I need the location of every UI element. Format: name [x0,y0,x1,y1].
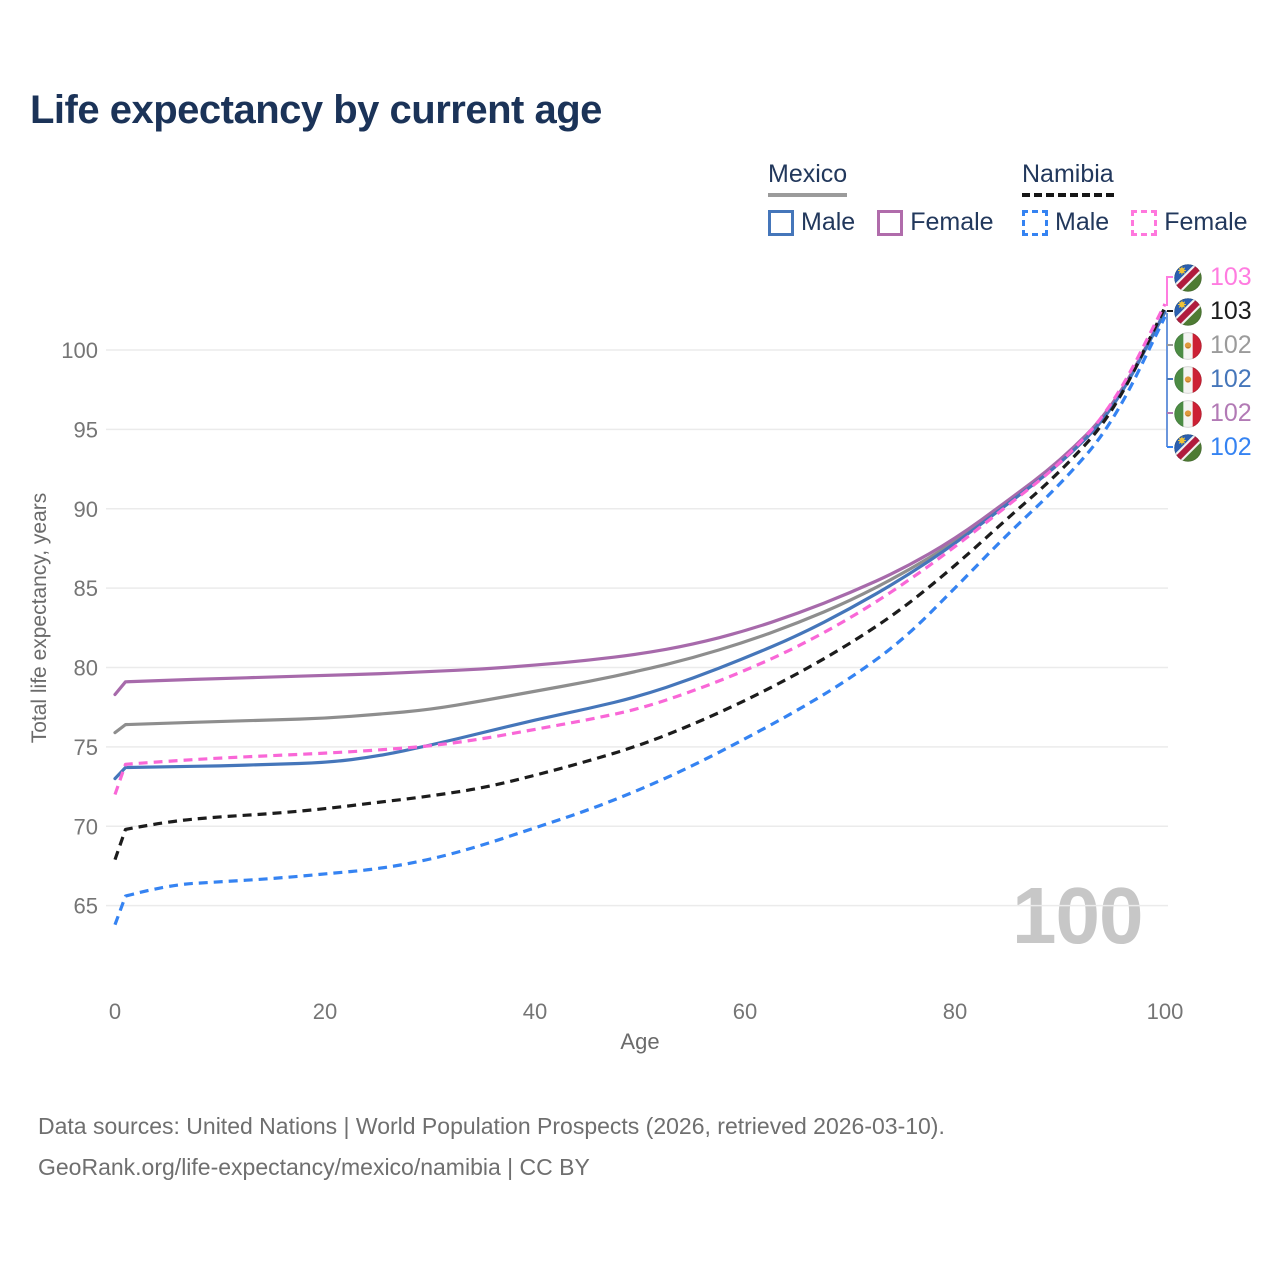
end-label-value: 103 [1210,263,1252,291]
namibia-male-swatch-icon [1022,209,1048,236]
y-tick-label-75: 75 [74,735,98,760]
legend-item-mexico-male[interactable]: Male [768,208,855,237]
end-label-value: 102 [1210,399,1252,427]
y-tick-label-95: 95 [74,417,98,442]
legend-item-label: Female [1164,208,1248,236]
end-label-mexico-male: 102 [1174,365,1252,394]
footer: Data sources: United Nations | World Pop… [38,1106,945,1188]
series-line-namibia-both-sexes[interactable] [113,306,1167,861]
footer-data-sources: Data sources: United Nations | World Pop… [38,1113,945,1139]
y-tick-label-100: 100 [61,338,98,363]
mexico-flag-icon [1174,365,1202,394]
y-tick-label-90: 90 [74,497,98,522]
legend-group-namibia: Namibia Male Female [1022,160,1248,237]
y-tick-label-85: 85 [74,576,98,601]
namibia-flag-icon [1174,433,1202,462]
x-hover-value-watermark: 100 [1012,871,1143,960]
end-label-value: 102 [1210,331,1252,359]
footer-attribution: GeoRank.org/life-expectancy/mexico/namib… [38,1154,590,1180]
legend-item-label: Male [801,208,856,236]
end-label-namibia-female: 103 [1174,263,1252,292]
y-tick-label-80: 80 [74,656,98,681]
mexico-male-swatch-icon [768,209,794,236]
series-line-mexico-both-sexes[interactable] [113,310,1167,735]
series-line-mexico-male[interactable] [113,310,1167,781]
mexico-flag-icon [1174,399,1202,428]
gridlines: 65 70 75 80 85 90 95 100 [61,338,1168,919]
y-tick-label-65: 65 [74,894,98,919]
end-label-mexico-both-sexes: 102 [1174,331,1252,360]
end-label-mexico-female: 102 [1174,399,1252,428]
end-label-value: 103 [1210,297,1252,325]
x-tick-label-100: 100 [1147,999,1184,1024]
legend-item-label: Female [910,208,994,236]
x-axis-title: Age [620,1029,660,1054]
x-tick-label-20: 20 [313,999,337,1024]
legend-item-namibia-male[interactable]: Male [1022,208,1109,237]
mexico-flag-icon [1174,331,1202,360]
legend-country-namibia[interactable]: Namibia [1022,160,1114,197]
end-label-value: 102 [1210,365,1252,393]
mexico-female-swatch-icon [877,209,904,236]
legend-item-namibia-female[interactable]: Female [1131,208,1248,237]
end-label-namibia-both-sexes: 103 [1174,297,1252,326]
namibia-flag-icon [1174,263,1202,292]
x-tick-label-60: 60 [733,999,757,1024]
page-title: Life expectancy by current age [30,88,602,132]
x-tick-label-80: 80 [943,999,967,1024]
end-label-namibia-male: 102 [1174,433,1252,462]
legend-item-mexico-female[interactable]: Female [877,208,994,237]
end-label-value: 102 [1210,433,1252,461]
leader-line-up [1165,276,1173,306]
x-tick-label-40: 40 [523,999,547,1024]
namibia-flag-icon [1174,297,1202,326]
series-line-namibia-female[interactable] [113,303,1167,796]
series-line-mexico-female[interactable] [113,310,1167,697]
legend-item-label: Male [1055,208,1110,236]
legend-group-mexico: Mexico Male Female [768,160,994,237]
legend-country-mexico[interactable]: Mexico [768,160,848,197]
y-tick-label-70: 70 [74,814,98,839]
x-tick-label-0: 0 [109,999,121,1024]
namibia-female-swatch-icon [1131,209,1158,236]
series-line-namibia-male[interactable] [113,316,1167,926]
